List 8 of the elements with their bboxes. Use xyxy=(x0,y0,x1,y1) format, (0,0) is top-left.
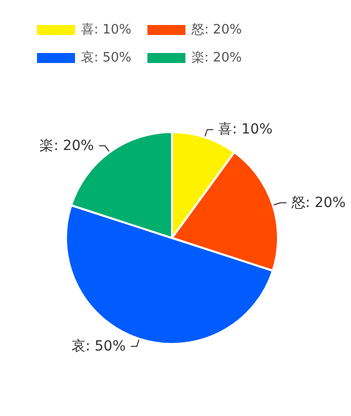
data-label: 喜: 10% xyxy=(218,122,273,138)
legend-label: 喜: 10% xyxy=(81,22,132,38)
data-label: 怒: 20% xyxy=(290,194,346,211)
legend-label: 楽: 20% xyxy=(191,50,242,66)
data-label: 楽: 20% xyxy=(40,138,94,154)
legend-label: 怒: 20% xyxy=(190,22,242,38)
data-label: 哀: 50% xyxy=(71,338,126,354)
legend-label: 哀: 50% xyxy=(81,50,132,66)
